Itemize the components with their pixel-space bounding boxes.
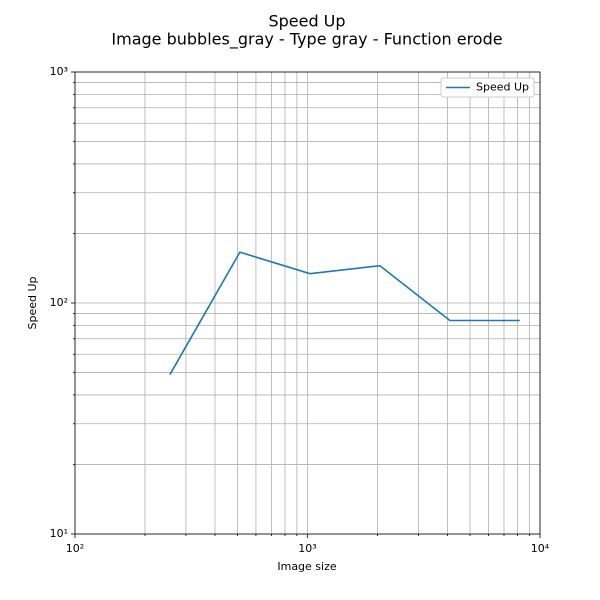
x-tick-label: 10² (66, 542, 84, 555)
y-tick-label: 10¹ (50, 527, 68, 540)
x-tick-label: 10⁴ (531, 542, 550, 555)
y-tick-label: 10² (50, 296, 68, 309)
chart-title: Speed Up (268, 12, 345, 31)
data-line (169, 251, 520, 375)
x-tick-label: 10³ (298, 542, 316, 555)
legend-box (440, 77, 535, 98)
plot-frame (74, 71, 541, 535)
chart-subtitle: Image bubbles_gray - Type gray - Functio… (111, 30, 502, 50)
y-axis-label: Speed Up (26, 276, 39, 329)
y-tick-label: 10³ (50, 65, 68, 78)
x-axis-label: Image size (277, 560, 337, 573)
legend-label: Speed Up (476, 81, 529, 94)
